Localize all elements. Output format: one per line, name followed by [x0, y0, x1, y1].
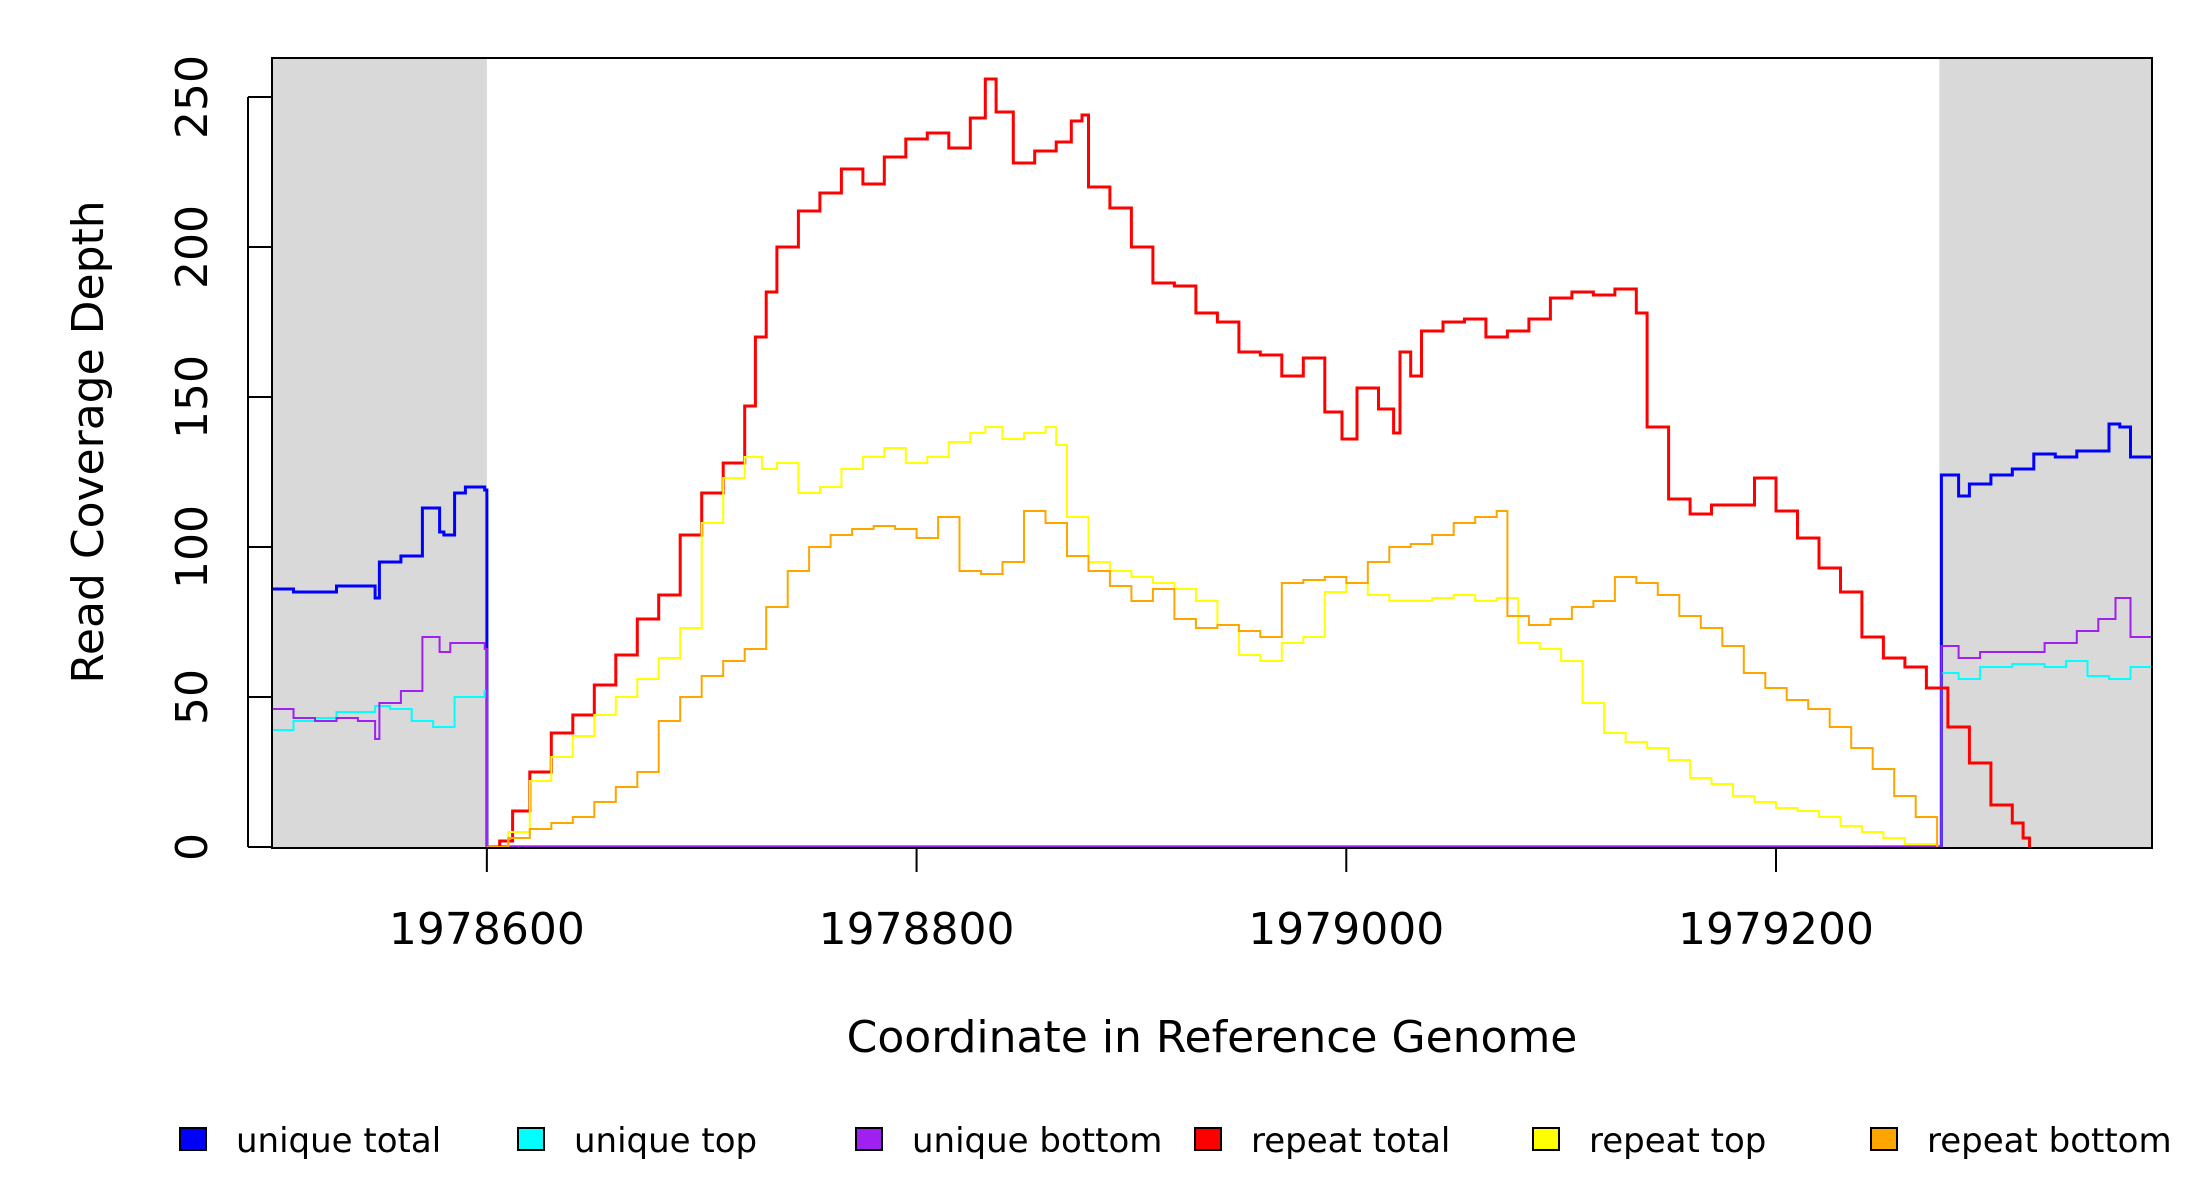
legend-label-unique-top: unique top [574, 1121, 757, 1161]
series-line-unique-top [272, 660, 2153, 848]
series-line-unique-bottom [272, 597, 2152, 848]
legend-swatch-unique-bottom [855, 1127, 883, 1151]
x-tick-label: 1978800 [819, 904, 1015, 955]
y-axis: 0 50 100 150 200 250 [167, 55, 272, 861]
legend-swatch-unique-top [517, 1127, 545, 1151]
shaded-regions [272, 58, 2152, 848]
legend-label-repeat-top: repeat top [1589, 1121, 1766, 1161]
x-tick-label: 1979200 [1678, 904, 1874, 955]
y-tick-label: 150 [167, 355, 218, 439]
legend-label-unique-total: unique total [236, 1121, 441, 1161]
series-line-repeat-bottom [486, 510, 1939, 848]
legend-label-repeat-total: repeat total [1251, 1121, 1450, 1161]
x-axis-title: Coordinate in Reference Genome [847, 1012, 1578, 1063]
x-axis: 1978600 1978800 1979000 1979200 [389, 848, 1874, 955]
series-lines [272, 77, 2153, 849]
y-tick-label: 200 [167, 205, 218, 289]
y-tick-label: 0 [167, 833, 218, 861]
series-line-repeat-top [486, 426, 1939, 848]
legend-swatch-repeat-bottom [1870, 1127, 1898, 1151]
x-tick-label: 1979000 [1248, 904, 1444, 955]
legend-swatch-unique-total [179, 1127, 207, 1151]
y-axis-title: Read Coverage Depth [63, 200, 114, 683]
series-line-repeat-total [486, 77, 2031, 849]
legend: unique total unique top unique bottom repea… [179, 1121, 2172, 1161]
legend-label-unique-bottom: unique bottom [912, 1121, 1162, 1161]
y-tick-label: 50 [167, 669, 218, 725]
y-tick-label: 250 [167, 55, 218, 139]
legend-swatch-repeat-total [1194, 1127, 1222, 1151]
x-tick-label: 1978600 [389, 904, 585, 955]
y-tick-label: 100 [167, 505, 218, 589]
plot-frame [271, 57, 2153, 849]
legend-swatch-repeat-top [1532, 1127, 1560, 1151]
legend-label-repeat-bottom: repeat bottom [1927, 1121, 2172, 1161]
